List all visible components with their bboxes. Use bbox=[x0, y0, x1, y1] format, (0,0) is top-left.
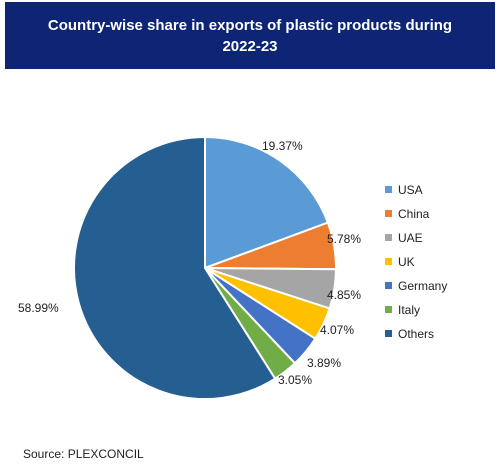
legend-swatch-germany bbox=[385, 282, 392, 289]
legend-swatch-others bbox=[385, 330, 392, 337]
legend-swatch-usa bbox=[385, 186, 392, 193]
slice-label-italy: 3.05% bbox=[278, 373, 312, 387]
legend-label-usa: USA bbox=[398, 183, 423, 197]
legend-label-uae: UAE bbox=[398, 231, 423, 245]
chart-legend: USA China UAE UK Germany Italy Others bbox=[385, 183, 447, 341]
slice-label-others: 58.99% bbox=[18, 301, 59, 315]
legend-label-uk: UK bbox=[398, 255, 415, 269]
legend-swatch-china bbox=[385, 210, 392, 217]
chart-title: Country-wise share in exports of plastic… bbox=[47, 16, 453, 55]
pie-slice-others bbox=[73, 135, 277, 400]
slice-label-germany: 3.89% bbox=[307, 356, 341, 370]
legend-swatch-uk bbox=[385, 258, 392, 265]
pie-slice-usa bbox=[204, 135, 330, 270]
chart-title-bar: Country-wise share in exports of plastic… bbox=[5, 2, 495, 69]
legend-label-italy: Italy bbox=[398, 303, 420, 317]
legend-swatch-uae bbox=[385, 234, 392, 241]
legend-label-china: China bbox=[398, 207, 430, 221]
source-note: Source: PLEXCONCIL bbox=[23, 447, 144, 461]
slice-label-china: 5.78% bbox=[327, 232, 361, 246]
pie-slices bbox=[73, 135, 337, 400]
legend-label-germany: Germany bbox=[398, 279, 447, 293]
slice-label-uae: 4.85% bbox=[327, 288, 361, 302]
legend-swatch-italy bbox=[385, 306, 392, 313]
slice-label-uk: 4.07% bbox=[320, 323, 354, 337]
pie-labels: 19.37% 5.78% 4.85% 4.07% 3.89% 3.05% 58.99% bbox=[18, 139, 361, 387]
legend-label-others: Others bbox=[398, 327, 434, 341]
slice-label-usa: 19.37% bbox=[262, 139, 303, 153]
